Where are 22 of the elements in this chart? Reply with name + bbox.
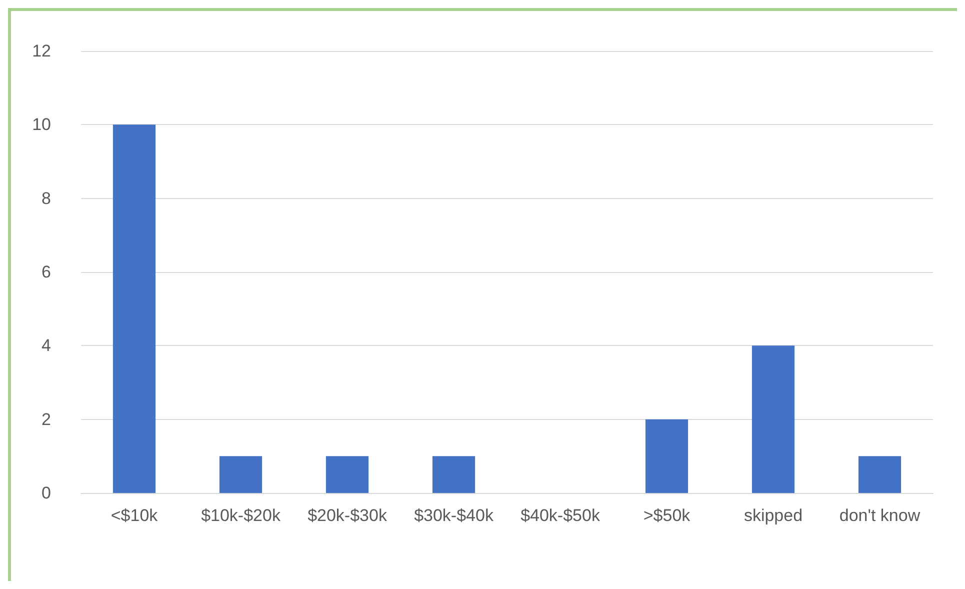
y-tick-label: 6 — [42, 262, 51, 282]
x-tick-label: skipped — [744, 506, 803, 525]
bar — [432, 456, 476, 493]
x-tick-label: <$10k — [110, 506, 158, 525]
bar — [752, 346, 795, 493]
x-tick-label: $10k-$20k — [201, 506, 281, 525]
x-tick-label: $30k-$40k — [414, 506, 494, 525]
x-tick-label: $20k-$30k — [308, 506, 388, 525]
x-tick-label: $40k-$50k — [520, 506, 600, 525]
y-tick-label: 0 — [42, 484, 51, 502]
x-tick-label: don't know — [839, 506, 921, 525]
bar — [326, 456, 369, 493]
y-tick-label: 10 — [32, 115, 51, 134]
y-tick-label: 4 — [42, 336, 51, 356]
y-tick-label: 8 — [42, 188, 51, 208]
bar — [645, 419, 688, 493]
y-tick-label: 12 — [32, 42, 51, 60]
bar — [858, 456, 902, 493]
bar — [219, 456, 262, 493]
bar — [112, 124, 156, 493]
y-tick-label: 2 — [42, 410, 51, 429]
x-tick-label: >$50k — [643, 506, 691, 525]
